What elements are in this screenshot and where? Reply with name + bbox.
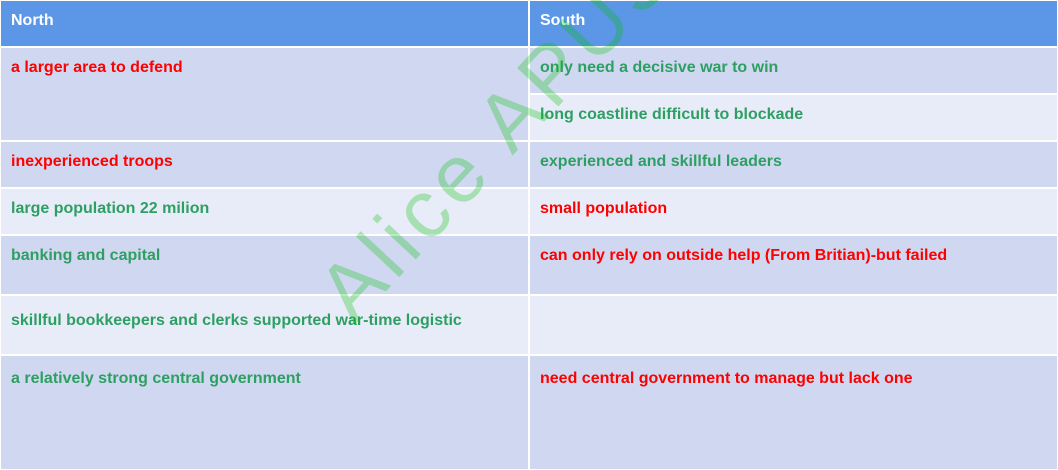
cell-south-4: small population — [529, 188, 1058, 235]
cell-south-6 — [529, 295, 1058, 355]
cell-south-1: only need a decisive war to win — [529, 47, 1058, 94]
cell-south-3: experienced and skillful leaders — [529, 141, 1058, 188]
cell-south-2: long coastline difficult to blockade — [529, 94, 1058, 141]
cell-north-6: skillful bookkeepers and clerks supporte… — [0, 295, 529, 355]
cell-south-5: can only rely on outside help (From Brit… — [529, 235, 1058, 295]
header-south: South — [529, 0, 1058, 47]
cell-north-4: large population 22 milion — [0, 188, 529, 235]
cell-north-3: inexperienced troops — [0, 141, 529, 188]
header-north: North — [0, 0, 529, 47]
cell-north-5: banking and capital — [0, 235, 529, 295]
cell-north-1: a larger area to defend — [0, 47, 529, 141]
cell-south-7: need central government to manage but la… — [529, 355, 1058, 470]
cell-north-7: a relatively strong central government — [0, 355, 529, 470]
